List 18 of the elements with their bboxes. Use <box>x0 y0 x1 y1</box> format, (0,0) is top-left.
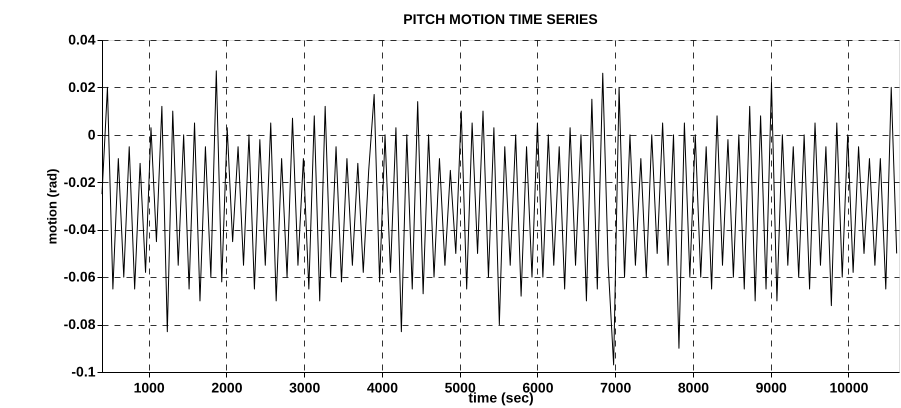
x-tick-label: 8000 <box>678 380 710 396</box>
y-tick-label: 0.04 <box>68 32 96 48</box>
x-tick-label: 2000 <box>211 380 243 396</box>
y-tick-label: -0.1 <box>71 364 96 380</box>
y-tick-label: -0.08 <box>64 316 96 332</box>
chart-title: PITCH MOTION TIME SERIES <box>403 11 598 27</box>
y-axis-title: motion (rad) <box>44 168 60 244</box>
x-tick-label: 3000 <box>289 380 320 396</box>
y-tick-label: 0.02 <box>68 78 96 95</box>
x-tick-label: 10000 <box>829 380 869 396</box>
y-tick-label: -0.06 <box>64 268 96 285</box>
x-tick-label: 4000 <box>366 380 398 396</box>
x-tick-label: 9000 <box>756 380 787 396</box>
y-tick-label: 0 <box>88 126 96 142</box>
y-tick-label: -0.04 <box>64 221 96 238</box>
x-tick-label: 7000 <box>600 380 632 396</box>
y-tick-label: -0.02 <box>64 174 96 190</box>
x-tick-label: 1000 <box>134 380 165 396</box>
